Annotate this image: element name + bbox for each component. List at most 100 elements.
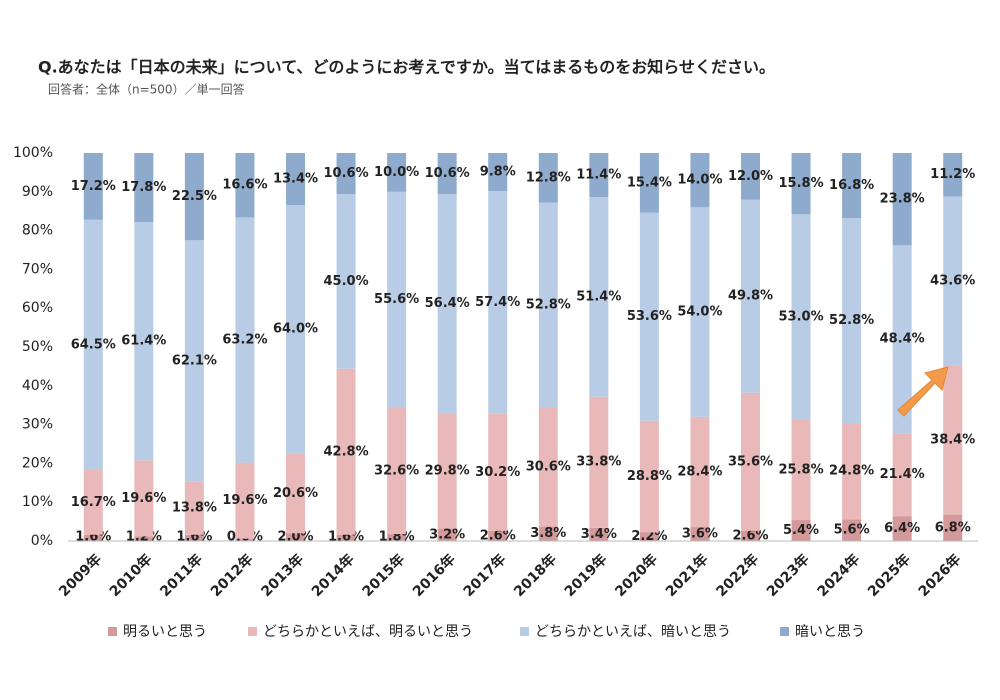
value-label: 32.6% [374, 463, 419, 478]
legend-label: 暗いと思う [795, 624, 865, 640]
value-label: 16.7% [71, 495, 116, 510]
value-label: 6.8% [935, 520, 971, 535]
bar-segment [943, 153, 963, 197]
value-label: 11.4% [576, 168, 621, 183]
bar-segment [690, 527, 710, 541]
bar-segment [286, 153, 305, 205]
x-tick-label: 2022年 [713, 551, 762, 600]
bar-segment [387, 407, 407, 535]
bar-segment [943, 196, 963, 366]
y-tick-label: 50% [22, 339, 53, 355]
bar-segment [134, 536, 154, 541]
bar-segment [134, 153, 154, 223]
value-label: 11.2% [930, 167, 975, 182]
value-label: 22.5% [172, 189, 217, 204]
bar-segment [842, 519, 862, 541]
bar-segment [134, 460, 154, 537]
legend-swatch [780, 627, 789, 636]
x-tick-label: 2020年 [612, 551, 661, 600]
x-tick-label: 2015年 [359, 551, 408, 600]
bar-segment [184, 240, 204, 482]
value-label: 28.8% [627, 469, 672, 484]
value-label: 3.8% [530, 526, 566, 541]
x-tick-label: 2017年 [460, 551, 509, 600]
value-label: 2.6% [732, 528, 768, 543]
bar-segment [184, 153, 204, 241]
bar-segment [589, 396, 609, 528]
y-tick-label: 70% [22, 261, 53, 277]
bar-segment [892, 516, 912, 541]
bar-segment [488, 191, 508, 414]
y-tick-label: 0% [31, 533, 53, 549]
bar-segment [791, 520, 811, 541]
highlight-arrow [897, 366, 949, 417]
bar-segment [943, 514, 963, 541]
bar-segment [387, 191, 407, 408]
bar-segment [488, 153, 508, 192]
bar-segment [83, 153, 103, 220]
value-label: 21.4% [880, 467, 925, 482]
bar-segment [538, 407, 558, 527]
bar-segment [83, 469, 103, 535]
value-label: 3.4% [581, 527, 617, 542]
bar-segment [741, 392, 760, 531]
value-label: 28.4% [677, 464, 722, 479]
bar-segment [639, 420, 659, 533]
value-label: 55.6% [374, 292, 419, 307]
value-label: 10.0% [374, 165, 419, 180]
value-label: 29.8% [425, 463, 470, 478]
value-label: 52.8% [829, 313, 874, 328]
value-label: 9.8% [480, 165, 516, 180]
bar-segment [892, 245, 912, 434]
bar-segment [488, 413, 508, 531]
y-tick-label: 80% [22, 223, 53, 239]
bar-segment [387, 534, 407, 541]
value-label: 3.2% [429, 527, 465, 542]
value-label: 19.6% [222, 493, 267, 508]
value-label: 54.0% [677, 305, 722, 320]
value-label: 25.8% [779, 462, 824, 477]
bar-segment [538, 526, 558, 541]
value-label: 53.6% [627, 309, 672, 324]
x-tick-label: 2025年 [864, 551, 913, 600]
bar-segment [336, 194, 356, 369]
bar-segment [741, 199, 760, 393]
value-label: 12.8% [526, 170, 571, 185]
value-label: 12.0% [728, 169, 773, 184]
bar-segment [538, 202, 558, 408]
value-label: 17.8% [121, 180, 166, 195]
bar-segment [892, 153, 912, 246]
bar-segment [437, 153, 457, 195]
value-label: 2.6% [480, 528, 516, 543]
bar-segment [943, 365, 963, 515]
x-tick-label: 2026年 [915, 551, 964, 600]
value-label: 13.4% [273, 171, 318, 186]
x-tick-label: 2009年 [55, 551, 104, 600]
value-label: 2.2% [631, 529, 667, 544]
bar-segment [842, 218, 862, 424]
bar-segment [437, 194, 457, 413]
value-label: 5.4% [783, 523, 819, 538]
bar-segment [639, 532, 659, 541]
bar-segment [690, 416, 710, 528]
bar-segment [235, 538, 255, 541]
bar-segment [892, 433, 912, 517]
x-tick-label: 2011年 [157, 551, 206, 600]
bar-segment [842, 423, 862, 520]
bar-segment [791, 419, 811, 521]
y-tick-label: 30% [22, 417, 53, 433]
legend-swatch [520, 627, 529, 636]
y-tick-label: 20% [22, 455, 53, 471]
value-label: 23.8% [880, 192, 925, 207]
bar-segment [791, 214, 811, 420]
value-label: 5.6% [834, 523, 870, 538]
chart-title: Q.あなたは「日本の未来」について、どのようにお考えですか。当てはまるものをお知… [38, 58, 775, 77]
bar-segment [639, 153, 659, 213]
value-label: 24.8% [829, 464, 874, 479]
value-label: 16.6% [222, 178, 267, 193]
bar-segment [286, 533, 305, 541]
bar-segment [589, 527, 609, 541]
x-tick-label: 2013年 [258, 551, 307, 600]
bar-segment [842, 153, 862, 219]
